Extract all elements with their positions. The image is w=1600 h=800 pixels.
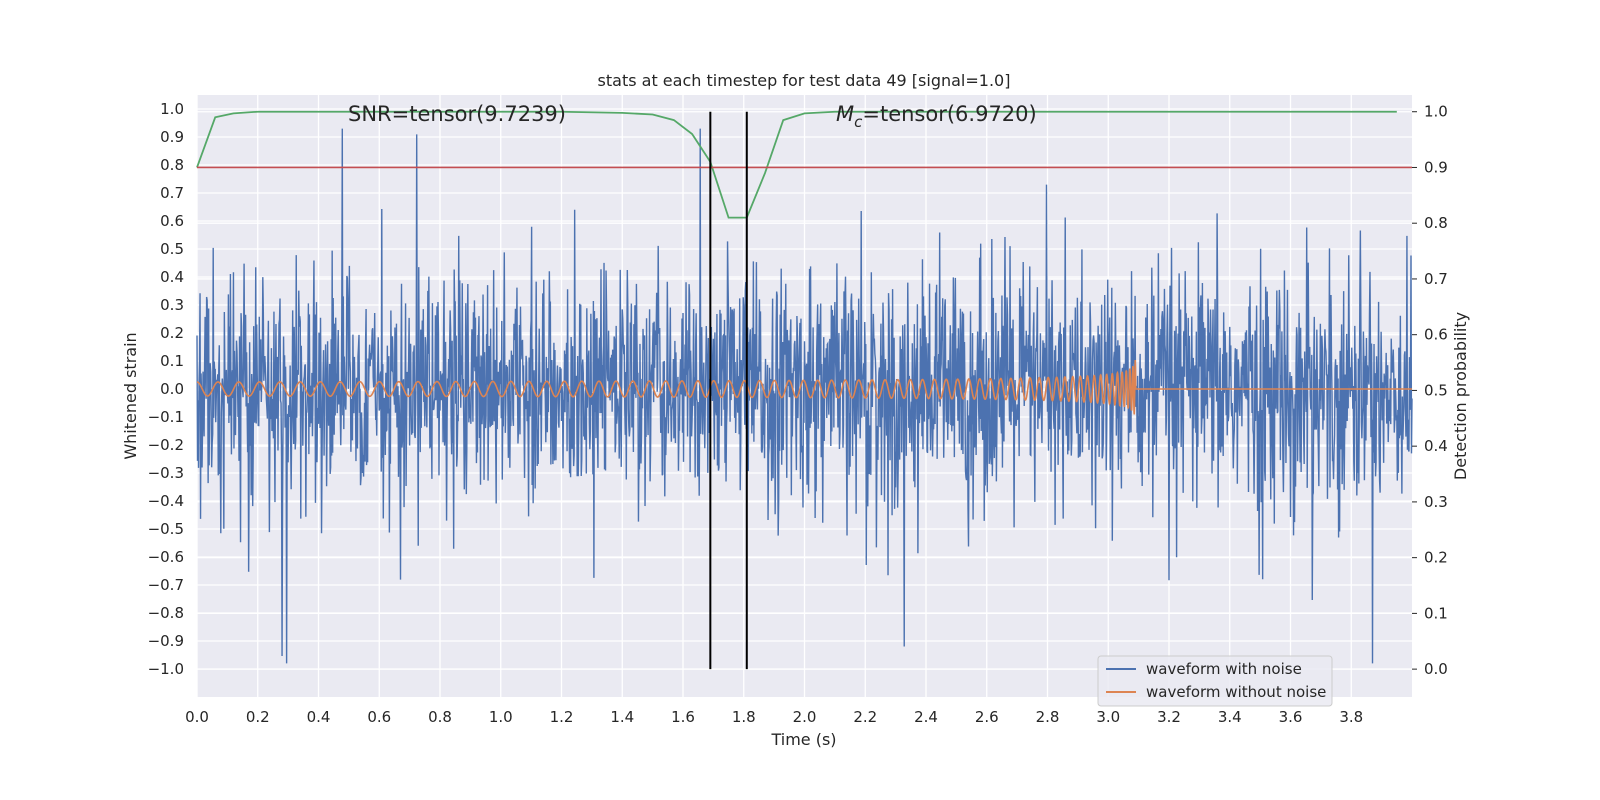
y-right-tick-label: 1.0 xyxy=(1424,103,1448,121)
y-right-tick-label: 0.2 xyxy=(1424,549,1448,567)
y-right-tick-label: 0.8 xyxy=(1424,214,1448,232)
x-tick-label: 1.6 xyxy=(671,708,695,726)
clean-waveform-line xyxy=(196,359,1412,415)
y-left-tick-label: 0.6 xyxy=(160,212,184,230)
legend-label-with-noise: waveform with noise xyxy=(1146,660,1302,678)
y-left-tick-labels: 1.0 0.9 0.8 0.7 0.6 0.5 0.4 0.3 0.2 0.1 0.0 −0.1 −0.… xyxy=(148,100,184,678)
x-tick-label: 2.2 xyxy=(853,708,877,726)
y-right-tick-label: 0.3 xyxy=(1424,493,1448,511)
x-tick-label: 1.2 xyxy=(550,708,574,726)
mc-value: =tensor(6.9720) xyxy=(862,102,1036,126)
y-left-tick-label: −1.0 xyxy=(148,660,184,678)
y-right-tick-label: 0.9 xyxy=(1424,158,1448,176)
series-detection-probability xyxy=(196,110,1397,219)
y-right-tick-label: 0.6 xyxy=(1424,326,1448,344)
y-right-tick-label: 0.0 xyxy=(1424,660,1448,678)
x-tick-label: 3.6 xyxy=(1279,708,1303,726)
y-left-tick-label: 0.5 xyxy=(160,240,184,258)
mc-subscript: c xyxy=(854,113,863,131)
y-left-tick-label: 1.0 xyxy=(160,100,184,118)
series-waveform-with-noise xyxy=(196,128,1413,664)
y-left-tick-label: 0.8 xyxy=(160,156,184,174)
x-axis-label: Time (s) xyxy=(770,730,836,749)
y-left-tick-label: −0.9 xyxy=(148,632,184,650)
y-left-tick-label: −0.3 xyxy=(148,464,184,482)
y-left-tick-label: −0.4 xyxy=(148,492,184,510)
legend-box xyxy=(1097,655,1333,707)
noisy-waveform-line xyxy=(196,128,1413,664)
x-tick-label: 3.0 xyxy=(1096,708,1120,726)
legend: waveform with noise waveform without noi… xyxy=(1097,655,1333,707)
y-left-tick-label: 0.4 xyxy=(160,268,184,286)
y-left-tick-label: −0.5 xyxy=(148,520,184,538)
mc-annotation: Mc=tensor(6.9720) xyxy=(836,102,1037,131)
y-right-tick-label: 0.1 xyxy=(1424,604,1448,622)
x-tick-label: 2.6 xyxy=(975,708,999,726)
y-right-axis-label: Detection probability xyxy=(1451,312,1470,480)
x-tick-label: 2.0 xyxy=(793,708,817,726)
y-left-tick-label: −0.8 xyxy=(148,604,184,622)
probability-line xyxy=(196,110,1397,219)
y-left-tick-label: −0.1 xyxy=(148,408,184,426)
chart-title: stats at each timestep for test data 49 … xyxy=(598,71,1011,90)
x-tick-label: 0.4 xyxy=(307,708,331,726)
y-left-axis-label: Whitened strain xyxy=(121,332,140,459)
y-right-tick-label: 0.7 xyxy=(1424,270,1448,288)
snr-annotation: SNR=tensor(9.7239) xyxy=(348,102,566,126)
x-tick-label: 1.0 xyxy=(489,708,513,726)
x-tick-label: 3.2 xyxy=(1157,708,1181,726)
x-tick-labels: 0.0 0.2 0.4 0.6 0.8 1.0 1.2 1.4 1.6 1.8 2.0 2.2 2.4 2… xyxy=(185,708,1363,726)
x-tick-label: 1.4 xyxy=(610,708,634,726)
series-waveform-without-noise xyxy=(196,359,1412,415)
y-left-tick-label: 0.0 xyxy=(160,380,184,398)
y-left-tick-label: −0.7 xyxy=(148,576,184,594)
y-left-tick-label: 0.3 xyxy=(160,296,184,314)
y-right-tick-labels: 1.0 0.9 0.8 0.7 0.6 0.5 0.4 0.3 0.2 0.1 0.0 xyxy=(1412,103,1448,678)
x-tick-label: 0.0 xyxy=(185,708,209,726)
x-tick-label: 3.4 xyxy=(1218,708,1242,726)
y-right-tick-label: 0.4 xyxy=(1424,437,1448,455)
y-left-tick-label: 0.7 xyxy=(160,184,184,202)
y-left-tick-label: −0.2 xyxy=(148,436,184,454)
legend-label-without-noise: waveform without noise xyxy=(1146,683,1326,701)
x-tick-label: 1.8 xyxy=(732,708,756,726)
y-left-tick-label: 0.9 xyxy=(160,128,184,146)
y-left-tick-label: 0.2 xyxy=(160,324,184,342)
x-tick-label: 0.2 xyxy=(246,708,270,726)
x-tick-label: 2.8 xyxy=(1036,708,1060,726)
y-left-tick-label: 0.1 xyxy=(160,352,184,370)
x-tick-label: 0.6 xyxy=(367,708,391,726)
vertical-markers xyxy=(709,111,748,670)
y-right-tick-label: 0.5 xyxy=(1424,381,1448,399)
x-tick-label: 3.8 xyxy=(1339,708,1363,726)
mc-symbol: M xyxy=(836,102,854,126)
x-tick-label: 2.4 xyxy=(914,708,938,726)
x-tick-label: 0.8 xyxy=(428,708,452,726)
y-left-tick-label: −0.6 xyxy=(148,548,184,566)
